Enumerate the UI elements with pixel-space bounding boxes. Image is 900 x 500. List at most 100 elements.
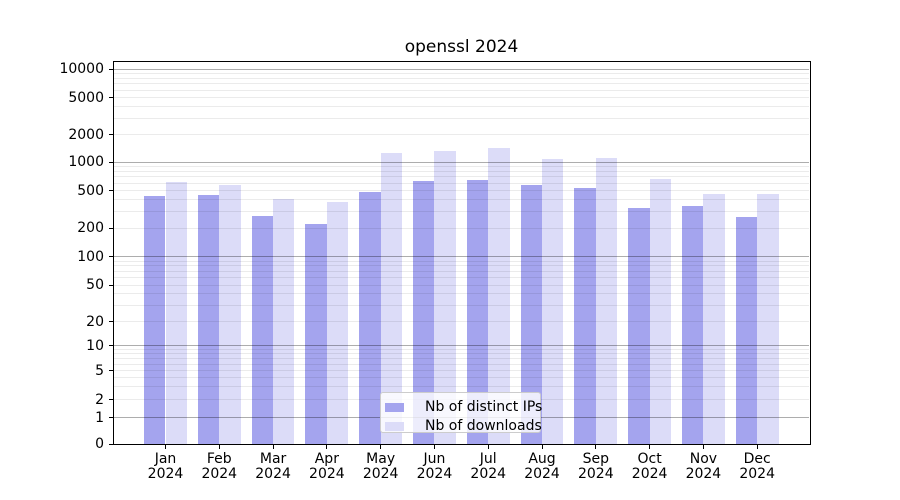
minor-gridline	[114, 304, 809, 306]
minor-gridline	[114, 176, 809, 178]
x-axis-label: Feb 2024	[187, 452, 251, 482]
x-axis-tick	[541, 445, 543, 449]
x-axis-label-month: Nov	[689, 451, 718, 467]
y-axis-label: 10	[86, 337, 104, 354]
x-axis-label-month: Dec	[743, 451, 771, 467]
x-axis-tick	[165, 445, 166, 449]
bar-nov-downloads	[703, 194, 725, 444]
x-axis-tick	[487, 445, 489, 449]
y-axis-tick	[109, 284, 113, 286]
y-axis-label: 200	[77, 220, 104, 237]
bar-jul-distinct-ips	[466, 179, 489, 444]
x-axis-label-year: 2024	[309, 466, 345, 482]
bar-jan-downloads	[165, 181, 187, 444]
x-axis-label-month: Apr	[314, 451, 339, 467]
y-axis-tick	[109, 399, 113, 401]
bar-jun-downloads	[434, 150, 456, 444]
minor-gridline	[114, 89, 809, 91]
y-axis-label: 2000	[68, 126, 104, 143]
x-axis-label-year: 2024	[739, 466, 775, 482]
x-axis-tick	[218, 445, 220, 449]
minor-gridline	[114, 363, 809, 365]
x-axis-label-year: 2024	[577, 466, 614, 482]
x-axis-label: Dec 2024	[725, 452, 789, 482]
major-gridline	[114, 68, 809, 70]
y-axis-tick	[109, 256, 113, 258]
bar-dec-distinct-ips	[735, 217, 758, 444]
legend-label: Nb of downloads	[425, 418, 542, 434]
x-axis-tick	[272, 445, 274, 449]
y-axis-tick	[109, 321, 113, 323]
minor-gridline	[114, 117, 809, 119]
y-axis-label: 500	[77, 182, 104, 199]
minor-gridline	[114, 97, 809, 99]
bar-jul-downloads	[488, 147, 510, 444]
minor-gridline	[114, 386, 809, 388]
x-axis-label: Jun 2024	[402, 452, 466, 482]
minor-gridline	[114, 170, 809, 172]
y-axis-label: 5000	[68, 89, 104, 106]
minor-gridline	[114, 277, 809, 279]
y-axis-label: 1	[95, 409, 104, 426]
y-axis-label: 50	[86, 277, 104, 293]
minor-gridline	[114, 73, 809, 75]
major-gridline	[114, 345, 809, 347]
y-axis-tick	[109, 161, 113, 163]
x-axis-tick	[756, 445, 758, 449]
major-gridline	[114, 161, 809, 163]
minor-gridline	[114, 227, 809, 229]
x-axis-label: Mar 2024	[241, 452, 305, 482]
legend-label: Nb of distinct IPs	[425, 399, 543, 415]
x-axis-label: Jan 2024	[134, 452, 198, 482]
y-axis-label: 5	[95, 362, 104, 379]
y-axis-tick	[109, 345, 113, 347]
minor-gridline	[114, 211, 809, 213]
x-axis-label-year: 2024	[255, 466, 291, 482]
x-axis-tick	[649, 445, 651, 449]
x-axis-tick	[433, 445, 435, 449]
x-axis-label-year: 2024	[470, 466, 507, 482]
x-axis-tick	[595, 445, 597, 449]
bar-may-downloads	[380, 152, 403, 444]
bar-oct-downloads	[649, 179, 671, 444]
x-axis-label-year: 2024	[685, 466, 722, 482]
legend: Nb of distinct IPs Nb of downloads	[380, 392, 542, 434]
bar-jun-distinct-ips	[413, 180, 435, 444]
x-axis-label: Aug 2024	[510, 452, 574, 482]
x-axis-label: May 2024	[349, 452, 413, 482]
x-axis-tick	[702, 445, 704, 449]
x-axis-label-year: 2024	[201, 466, 238, 482]
y-axis-label: 1000	[68, 154, 104, 170]
y-axis-tick	[109, 370, 113, 372]
x-axis-label-month: Jan	[154, 451, 177, 467]
minor-gridline	[114, 377, 809, 379]
y-axis-tick	[109, 68, 113, 70]
bar-nov-distinct-ips	[682, 206, 704, 444]
x-axis-label: Nov 2024	[671, 452, 735, 482]
x-axis-tick	[380, 445, 382, 449]
y-axis-tick	[109, 443, 113, 445]
bar-sep-distinct-ips	[574, 188, 596, 444]
minor-gridline	[114, 165, 809, 167]
major-gridline	[114, 256, 809, 258]
minor-gridline	[114, 77, 809, 79]
minor-gridline	[114, 321, 809, 323]
bar-oct-distinct-ips	[628, 208, 650, 444]
y-axis-tick	[109, 227, 113, 229]
legend-swatch	[385, 403, 404, 412]
x-axis-label-year: 2024	[362, 466, 399, 482]
y-axis-label: 0	[95, 436, 104, 453]
x-axis-label: Sep 2024	[564, 452, 628, 482]
legend-item: Nb of distinct IPs	[385, 398, 542, 417]
bar-feb-distinct-ips	[197, 195, 220, 444]
y-axis-tick	[109, 97, 113, 99]
x-axis-label-year: 2024	[147, 466, 184, 482]
x-axis-label-year: 2024	[524, 466, 560, 482]
x-axis-label-month: Jun	[423, 451, 446, 467]
x-axis-label: Jul 2024	[456, 452, 520, 482]
minor-gridline	[114, 353, 809, 355]
x-axis-label: Oct 2024	[618, 452, 682, 482]
bar-aug-distinct-ips	[520, 185, 543, 444]
minor-gridline	[114, 182, 809, 184]
